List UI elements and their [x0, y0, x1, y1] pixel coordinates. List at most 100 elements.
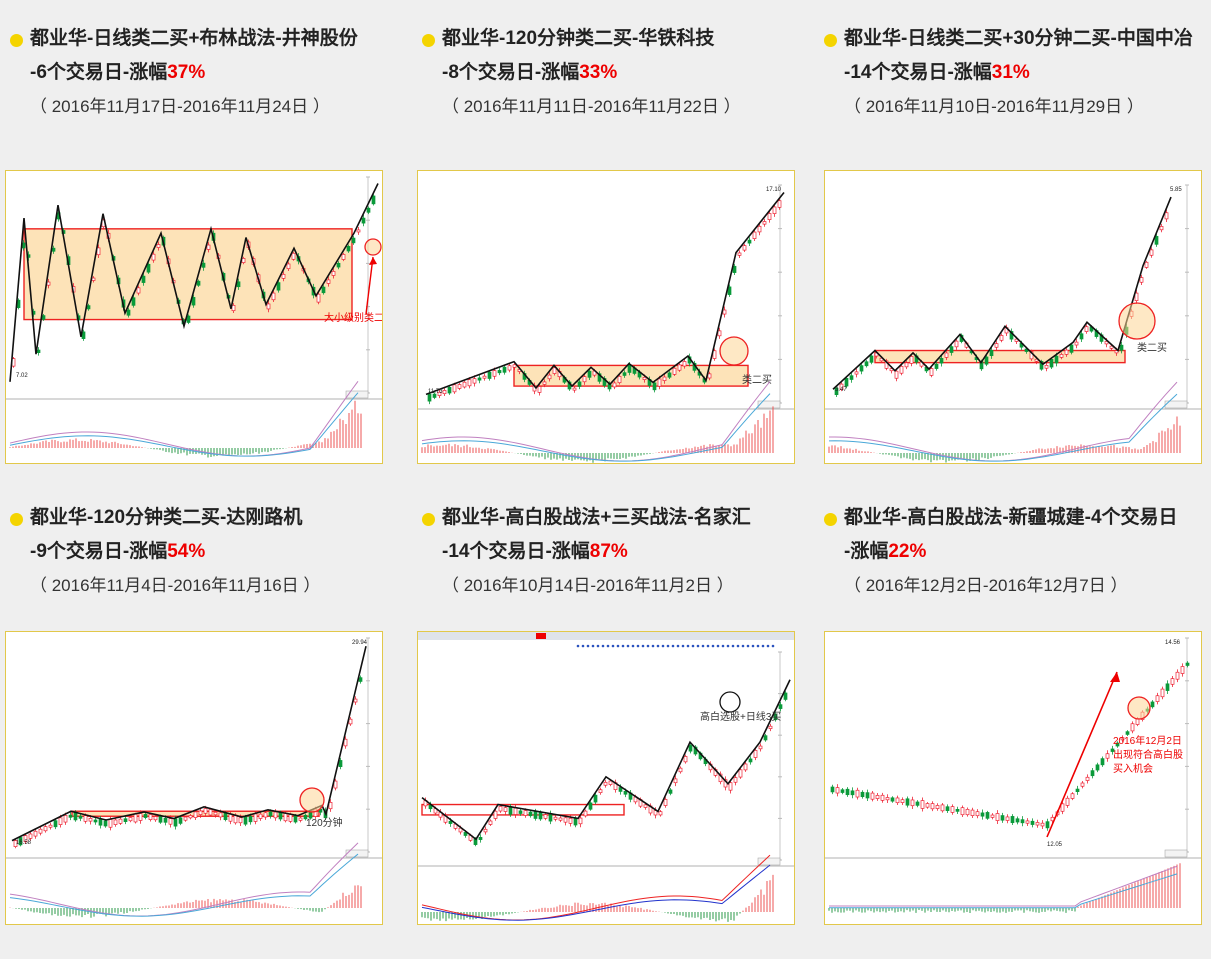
candle-body: [1085, 776, 1090, 781]
card-1: 都业华-日线类二买+布林战法-井神股份 -6个交易日-涨幅37% （ 2016年…: [5, 22, 400, 464]
high-price-label: 17.10: [766, 187, 782, 193]
candle-body: [722, 309, 727, 315]
marker-dot: [696, 644, 700, 648]
candle-body: [1134, 292, 1139, 302]
candle-body: [1130, 723, 1135, 732]
candle-body: [238, 817, 243, 824]
candle-body: [1159, 226, 1164, 231]
candle-body: [448, 820, 453, 824]
marker-dot: [581, 644, 585, 648]
candle-body: [83, 815, 88, 822]
candle-body: [939, 358, 944, 364]
annotation-text: 120分钟: [306, 816, 343, 829]
marker-dot: [756, 644, 760, 648]
candle-body: [733, 777, 738, 783]
candle-body: [994, 343, 999, 348]
stock-chart: 类二买 17.10 11.73: [417, 170, 795, 464]
marker-dot: [666, 644, 670, 648]
marker-dot: [746, 644, 750, 648]
card-subtitle: -14个交易日-涨幅31%: [844, 56, 1030, 90]
card-title: 都业华-120分钟类二买-华铁科技: [442, 28, 715, 49]
candle-body: [707, 373, 712, 379]
card-header: 都业华-日线类二买+布林战法-井神股份 -6个交易日-涨幅37% （ 2016年…: [8, 22, 400, 162]
high-price-label: 5.85: [1170, 187, 1182, 193]
card-subtitle: -8个交易日-涨幅33%: [442, 56, 617, 90]
chart-svg: 120分钟 29.94 16.58: [6, 637, 382, 918]
candle-body: [960, 807, 965, 816]
candle-body: [46, 281, 51, 286]
candle-body: [203, 808, 208, 814]
candle-body: [196, 280, 201, 286]
candle-body: [1000, 815, 1005, 821]
candle-body: [869, 355, 874, 363]
candle-body: [772, 206, 777, 214]
candle-body: [573, 818, 578, 826]
stock-chart: 2016年12月2日 出现符合高白股 买入机会 14.56 12.05: [824, 631, 1202, 925]
candle-body: [834, 387, 839, 396]
candle-body: [1060, 803, 1065, 812]
candle-body: [870, 792, 875, 800]
candle-body: [1114, 350, 1119, 354]
candle-body: [51, 247, 56, 252]
candle-body: [497, 370, 502, 374]
candle-body: [467, 379, 472, 387]
candle-body: [593, 794, 598, 803]
candle-body: [835, 787, 840, 794]
candle-body: [288, 814, 293, 822]
candle-body: [965, 808, 970, 816]
candle-body: [143, 814, 148, 818]
candle-body: [428, 804, 433, 810]
marker-dot: [586, 644, 590, 648]
candle-body: [1069, 344, 1074, 353]
candle-body: [1035, 822, 1040, 826]
bullet-icon: [422, 34, 435, 47]
annotation-text: 大小级别类二买共振: [324, 311, 382, 324]
candle-body: [618, 787, 623, 792]
card-header: 都业华-120分钟类二买-华铁科技 -8个交易日-涨幅33% （ 2016年11…: [420, 22, 812, 162]
candle-body: [672, 367, 677, 375]
card-title: 都业华-高白股战法+三买战法-名家汇: [442, 507, 751, 528]
candle-body: [1144, 261, 1149, 268]
candle-body: [477, 377, 482, 381]
candle-body: [452, 384, 457, 393]
stock-chart: 大小级别类二买共振 7.02: [5, 170, 383, 464]
candle-body: [663, 799, 668, 806]
candle-body: [763, 735, 768, 741]
candle-body: [859, 365, 864, 372]
candle-body: [178, 817, 183, 824]
annotation-text: 类二买: [1137, 341, 1167, 354]
candle-body: [662, 376, 667, 381]
gain-percent: 54%: [167, 541, 206, 562]
candle-body: [103, 820, 108, 827]
annotation-arrow: [365, 256, 374, 315]
indicator-tag: [757, 857, 781, 866]
date-range: （ 2016年10月14日-2016年11月2日 ）: [442, 576, 734, 595]
candle-body: [343, 738, 348, 747]
candle-body: [588, 802, 593, 810]
candle-body: [1075, 788, 1080, 793]
candle-body: [950, 806, 955, 813]
candle-body: [528, 811, 533, 817]
candle-body: [748, 758, 753, 763]
marker-dot: [591, 644, 595, 648]
candle-body: [935, 805, 940, 809]
candle-body: [975, 811, 980, 817]
candle-body: [512, 364, 517, 368]
candle-body: [263, 812, 268, 818]
candle-body: [457, 384, 462, 389]
candle-body: [173, 818, 178, 827]
candle-body: [603, 781, 608, 786]
candle-body: [747, 239, 752, 244]
candle-body: [53, 820, 58, 828]
candle-body: [768, 725, 773, 729]
candle-body: [1175, 671, 1180, 680]
candle-body: [141, 275, 146, 283]
candle-body: [348, 718, 353, 725]
candle-body: [508, 806, 513, 815]
dea-line: [829, 873, 1178, 909]
candle-body: [442, 390, 447, 395]
dea-line: [9, 853, 359, 917]
dif-line: [421, 381, 771, 462]
marker-dot: [686, 644, 690, 648]
indicator-tag: [1164, 849, 1188, 858]
